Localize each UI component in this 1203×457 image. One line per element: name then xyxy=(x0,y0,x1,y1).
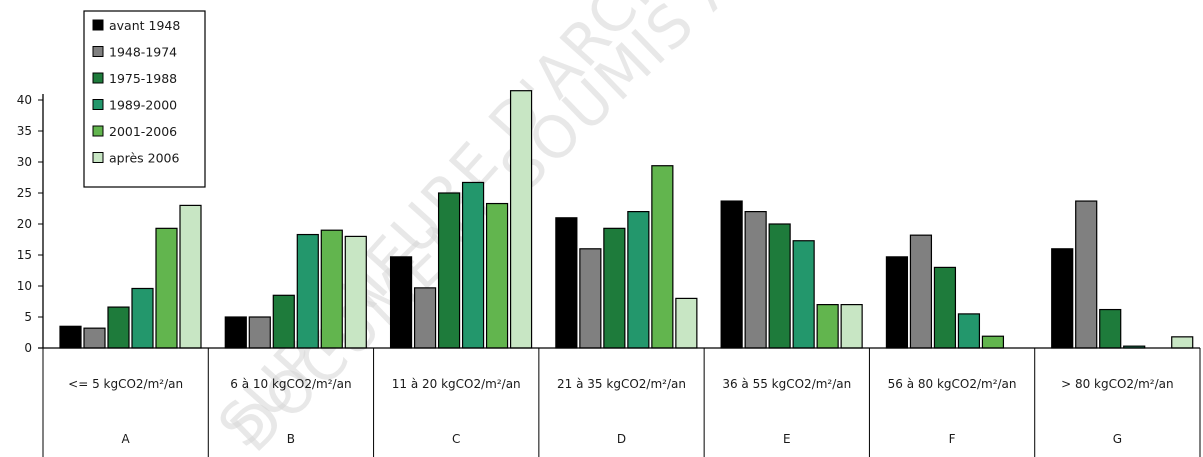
category-label: <= 5 kgCO2/m²/an xyxy=(68,377,183,391)
bar-b-series-4 xyxy=(296,233,319,349)
category-letter: B xyxy=(287,432,295,446)
category-label: 56 à 80 kgCO2/m²/an xyxy=(888,377,1017,391)
legend-swatch xyxy=(92,99,104,110)
legend-swatch xyxy=(92,125,104,137)
y-tick-label: 0 xyxy=(24,341,32,355)
bar-e-series-1 xyxy=(720,200,743,349)
legend-label: avant 1948 xyxy=(109,18,180,33)
category-letter: D xyxy=(617,432,626,446)
bar-b-series-1 xyxy=(224,316,247,349)
category-label: 11 à 20 kgCO2/m²/an xyxy=(392,377,521,391)
legend-label: 1989-2000 xyxy=(109,98,177,113)
bar-b-series-5 xyxy=(320,229,343,349)
legend-label: après 2006 xyxy=(109,151,179,166)
bar-d-series-6 xyxy=(675,297,698,349)
y-tick-label: 10 xyxy=(17,279,32,293)
category-letter: F xyxy=(949,432,956,446)
y-tick-label: 35 xyxy=(17,124,32,138)
y-tick-label: 30 xyxy=(17,155,32,169)
bar-f-series-1 xyxy=(885,256,909,349)
bar-a-series-1 xyxy=(59,325,82,349)
category-label: 21 à 35 kgCO2/m²/an xyxy=(557,377,686,391)
bar-c-series-6 xyxy=(509,90,533,349)
category-label: 36 à 55 kgCO2/m²/an xyxy=(722,377,851,391)
bar-e-series-5 xyxy=(816,304,839,349)
bar-f-series-4 xyxy=(957,313,981,349)
bars-layer xyxy=(59,90,1194,349)
bar-g-series-2 xyxy=(1075,200,1098,349)
bar-b-series-6 xyxy=(344,235,367,349)
bar-a-series-5 xyxy=(155,227,178,349)
bar-e-series-2 xyxy=(744,211,767,349)
bar-g-series-6 xyxy=(1171,336,1194,349)
bar-f-series-5 xyxy=(981,335,1005,349)
y-tick-label: 5 xyxy=(24,310,32,324)
bar-c-series-3 xyxy=(437,192,461,349)
bar-e-series-4 xyxy=(792,240,815,349)
category-labels-layer: <= 5 kgCO2/m²/an A 6 à 10 kgCO2/m²/an B 11 à… xyxy=(68,377,1173,446)
bar-e-series-3 xyxy=(768,223,791,349)
bar-g-series-3 xyxy=(1099,308,1122,349)
y-tick-label: 25 xyxy=(17,186,32,200)
legend-swatch xyxy=(92,72,104,84)
bar-f-series-2 xyxy=(909,234,933,349)
legend-label: 1975-1988 xyxy=(109,71,177,86)
bar-a-series-4 xyxy=(131,287,154,349)
legend-label: 1948-1974 xyxy=(109,45,177,60)
bar-a-series-6 xyxy=(179,204,202,349)
category-letter: G xyxy=(1113,432,1122,446)
legend-swatch xyxy=(92,46,104,57)
legend-swatch xyxy=(92,152,104,163)
legend-label: 2001-2006 xyxy=(109,124,177,139)
bar-a-series-2 xyxy=(83,327,106,349)
bar-d-series-4 xyxy=(627,211,650,349)
bar-d-series-3 xyxy=(603,227,626,349)
category-letter: A xyxy=(122,432,131,446)
y-tick-label: 40 xyxy=(17,93,32,107)
bar-d-series-2 xyxy=(579,248,602,349)
bar-c-series-5 xyxy=(485,202,509,349)
legend-swatch xyxy=(92,19,104,31)
bar-f-series-3 xyxy=(933,266,957,349)
bar-d-series-5 xyxy=(651,165,674,349)
category-letter: E xyxy=(783,432,791,446)
bar-d-series-1 xyxy=(555,217,578,349)
category-letter: C xyxy=(452,432,460,446)
bar-a-series-3 xyxy=(107,306,130,349)
category-label: 6 à 10 kgCO2/m²/an xyxy=(230,377,351,391)
bar-c-series-2 xyxy=(413,287,437,349)
legend: avant 1948 1948-1974 1975-1988 1989-2000 200… xyxy=(83,10,206,188)
bar-g-series-1 xyxy=(1051,248,1074,349)
bar-b-series-3 xyxy=(272,294,295,349)
bar-c-series-4 xyxy=(461,181,485,349)
bar-c-series-1 xyxy=(389,256,413,349)
y-tick-label: 20 xyxy=(17,217,32,231)
category-label: > 80 kgCO2/m²/an xyxy=(1061,377,1174,391)
bar-b-series-2 xyxy=(248,316,271,349)
legend-box xyxy=(83,10,206,188)
axes-layer: 0 5 10 15 20 25 30 35 40 xyxy=(17,93,1201,457)
bar-e-series-6 xyxy=(840,304,863,349)
y-tick-label: 15 xyxy=(17,248,32,262)
